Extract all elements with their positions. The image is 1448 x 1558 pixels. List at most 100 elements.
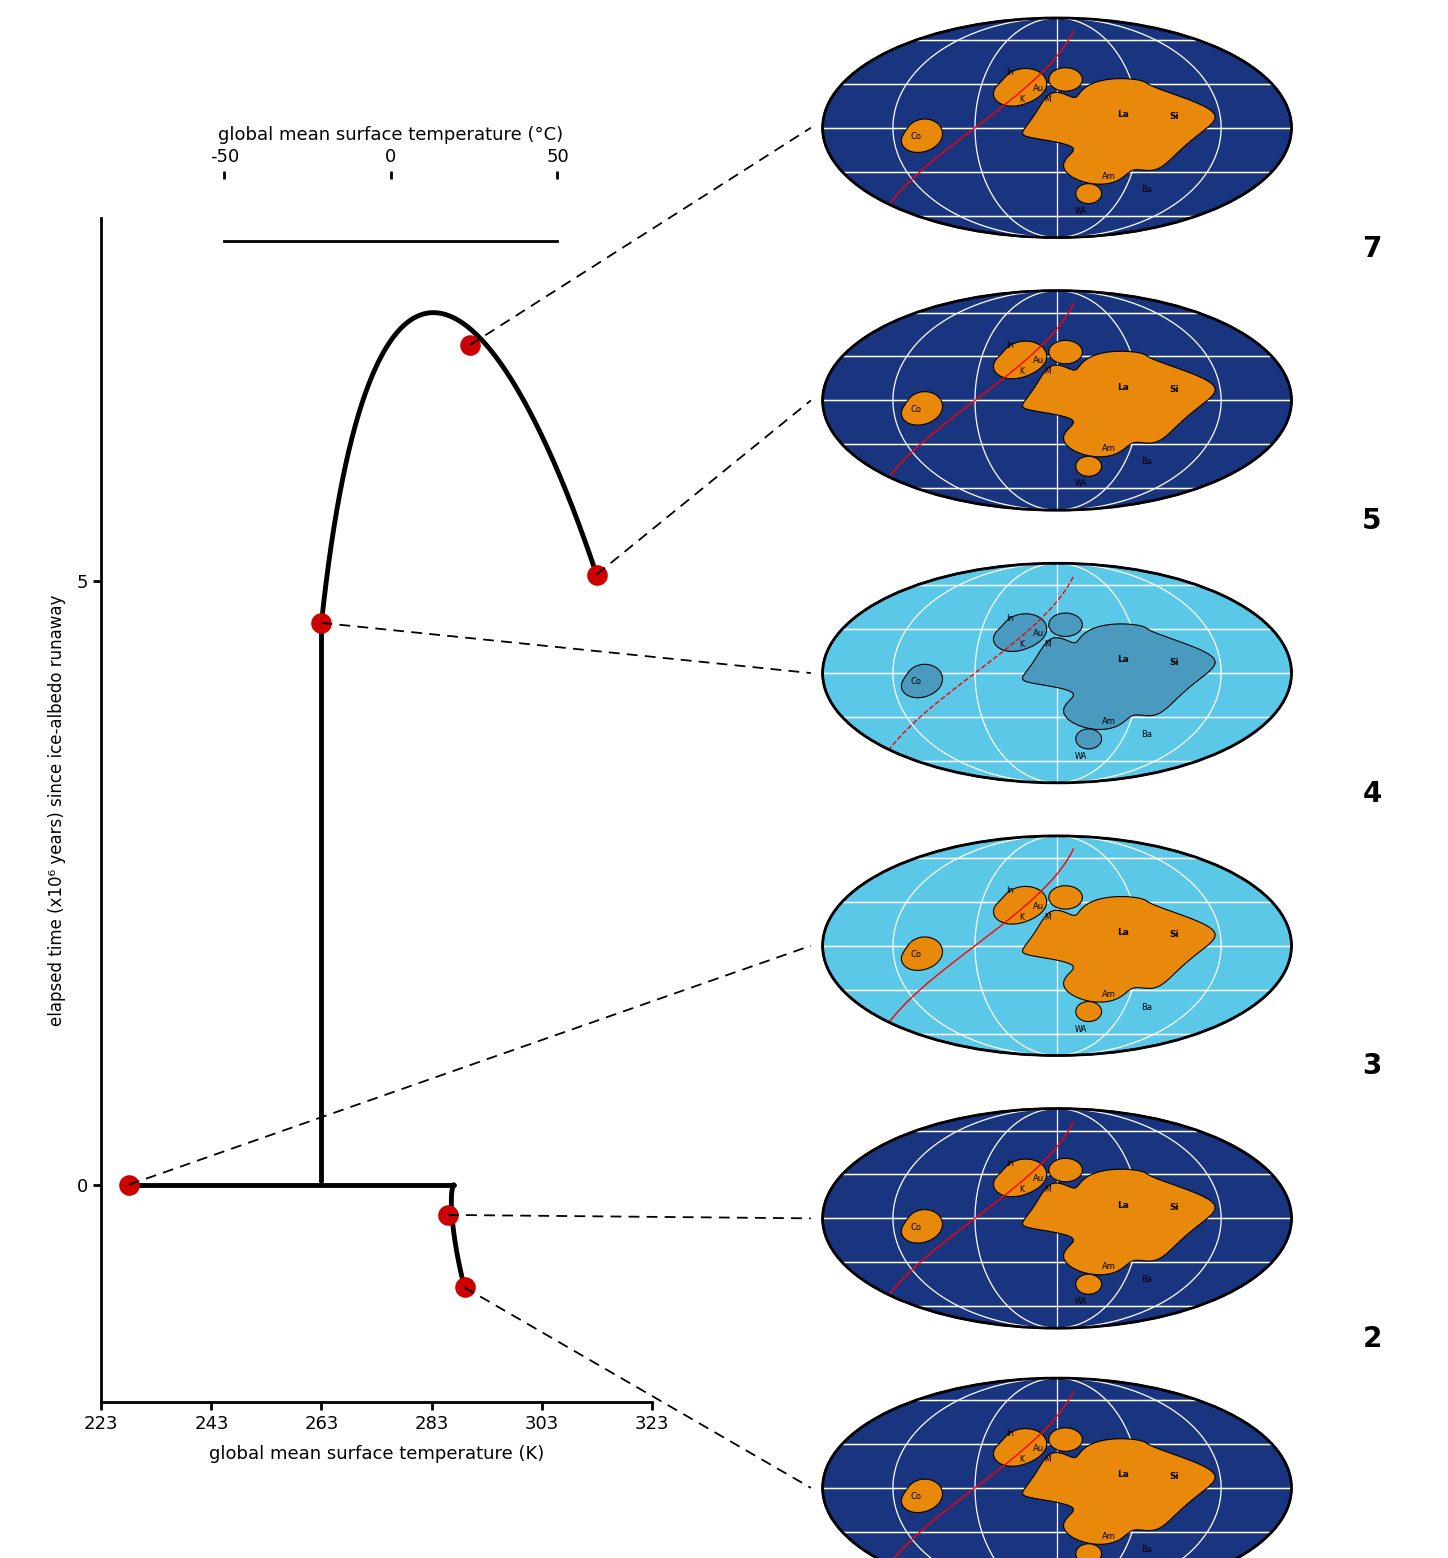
Text: M: M xyxy=(1044,368,1051,377)
Polygon shape xyxy=(1022,1168,1215,1274)
Polygon shape xyxy=(1022,623,1215,729)
Text: Co: Co xyxy=(911,950,922,960)
Text: Au: Au xyxy=(1032,629,1044,639)
Text: Ba: Ba xyxy=(1141,1546,1151,1553)
Text: Am: Am xyxy=(1102,1262,1115,1271)
Text: M: M xyxy=(1044,95,1051,104)
Text: Am: Am xyxy=(1102,171,1115,181)
Text: La: La xyxy=(1116,1201,1128,1209)
Polygon shape xyxy=(993,887,1047,924)
Text: La: La xyxy=(1116,111,1128,118)
Text: Si: Si xyxy=(1170,930,1179,939)
Polygon shape xyxy=(902,1209,943,1243)
Ellipse shape xyxy=(822,1379,1292,1558)
Polygon shape xyxy=(1048,67,1082,92)
Point xyxy=(453,1274,476,1299)
Text: WA: WA xyxy=(1074,753,1086,760)
Text: WA: WA xyxy=(1074,480,1086,488)
Text: Ba: Ba xyxy=(1141,731,1151,738)
Text: La: La xyxy=(1116,656,1128,664)
Point xyxy=(585,562,608,587)
Ellipse shape xyxy=(822,19,1292,237)
Text: Am: Am xyxy=(1102,1532,1115,1541)
Polygon shape xyxy=(1076,1002,1102,1022)
Ellipse shape xyxy=(822,837,1292,1055)
Text: 7: 7 xyxy=(1363,235,1381,262)
Text: Ba: Ba xyxy=(1141,1003,1151,1011)
Text: Am: Am xyxy=(1102,989,1115,999)
Text: Au: Au xyxy=(1032,357,1044,366)
Point xyxy=(459,332,482,357)
Text: K: K xyxy=(1019,1455,1024,1465)
Text: Co: Co xyxy=(911,1493,922,1502)
Polygon shape xyxy=(1076,729,1102,749)
Point xyxy=(117,1172,140,1197)
Text: In: In xyxy=(1006,1429,1014,1438)
Text: WA: WA xyxy=(1074,1298,1086,1306)
Polygon shape xyxy=(993,1159,1047,1197)
Text: 2: 2 xyxy=(1363,1326,1381,1352)
Polygon shape xyxy=(993,341,1047,379)
Text: 4: 4 xyxy=(1363,781,1381,807)
Point xyxy=(310,611,333,636)
Text: In: In xyxy=(1006,614,1014,623)
Polygon shape xyxy=(902,1479,943,1513)
Text: WA: WA xyxy=(1074,1025,1086,1033)
Text: K: K xyxy=(1019,368,1024,377)
Text: Au: Au xyxy=(1032,1444,1044,1454)
Y-axis label: elapsed time (x10⁶ years) since ice-albedo runaway: elapsed time (x10⁶ years) since ice-albe… xyxy=(48,595,65,1025)
Text: In: In xyxy=(1006,887,1014,896)
Polygon shape xyxy=(993,1429,1047,1466)
Text: Si: Si xyxy=(1170,657,1179,667)
Text: Co: Co xyxy=(911,132,922,142)
Text: Si: Si xyxy=(1170,112,1179,122)
Text: Co: Co xyxy=(911,405,922,414)
Polygon shape xyxy=(902,936,943,971)
Text: 5: 5 xyxy=(1363,508,1381,534)
Polygon shape xyxy=(1048,340,1082,365)
Polygon shape xyxy=(993,614,1047,651)
Text: In: In xyxy=(1006,341,1014,351)
Polygon shape xyxy=(1048,612,1082,637)
Polygon shape xyxy=(1022,78,1215,184)
Polygon shape xyxy=(1048,1427,1082,1452)
Polygon shape xyxy=(1048,1158,1082,1183)
X-axis label: global mean surface temperature (°C): global mean surface temperature (°C) xyxy=(219,126,563,143)
Polygon shape xyxy=(1076,184,1102,204)
X-axis label: global mean surface temperature (K): global mean surface temperature (K) xyxy=(209,1444,544,1463)
Polygon shape xyxy=(902,118,943,153)
Text: Ba: Ba xyxy=(1141,458,1151,466)
Polygon shape xyxy=(1076,1274,1102,1295)
Text: Am: Am xyxy=(1102,444,1115,453)
Text: Si: Si xyxy=(1170,385,1179,394)
Polygon shape xyxy=(1022,1438,1215,1544)
Text: Ba: Ba xyxy=(1141,1276,1151,1284)
Ellipse shape xyxy=(822,1109,1292,1327)
Text: Co: Co xyxy=(911,678,922,687)
Text: M: M xyxy=(1044,640,1051,650)
Text: M: M xyxy=(1044,1455,1051,1465)
Text: WA: WA xyxy=(1074,207,1086,215)
Polygon shape xyxy=(902,664,943,698)
Text: La: La xyxy=(1116,929,1128,936)
Text: K: K xyxy=(1019,640,1024,650)
Text: In: In xyxy=(1006,69,1014,78)
Text: 3: 3 xyxy=(1363,1053,1381,1080)
Ellipse shape xyxy=(822,291,1292,509)
Text: K: K xyxy=(1019,1186,1024,1195)
Polygon shape xyxy=(1022,896,1215,1002)
Text: M: M xyxy=(1044,1186,1051,1195)
Text: Am: Am xyxy=(1102,717,1115,726)
Text: In: In xyxy=(1006,1159,1014,1168)
Polygon shape xyxy=(902,391,943,425)
Text: Si: Si xyxy=(1170,1472,1179,1482)
Text: Si: Si xyxy=(1170,1203,1179,1212)
Text: La: La xyxy=(1116,383,1128,391)
Text: K: K xyxy=(1019,95,1024,104)
Polygon shape xyxy=(1022,351,1215,456)
Text: Ba: Ba xyxy=(1141,185,1151,193)
Text: Au: Au xyxy=(1032,84,1044,93)
Polygon shape xyxy=(1076,456,1102,477)
Text: La: La xyxy=(1116,1471,1128,1479)
Polygon shape xyxy=(1076,1544,1102,1558)
